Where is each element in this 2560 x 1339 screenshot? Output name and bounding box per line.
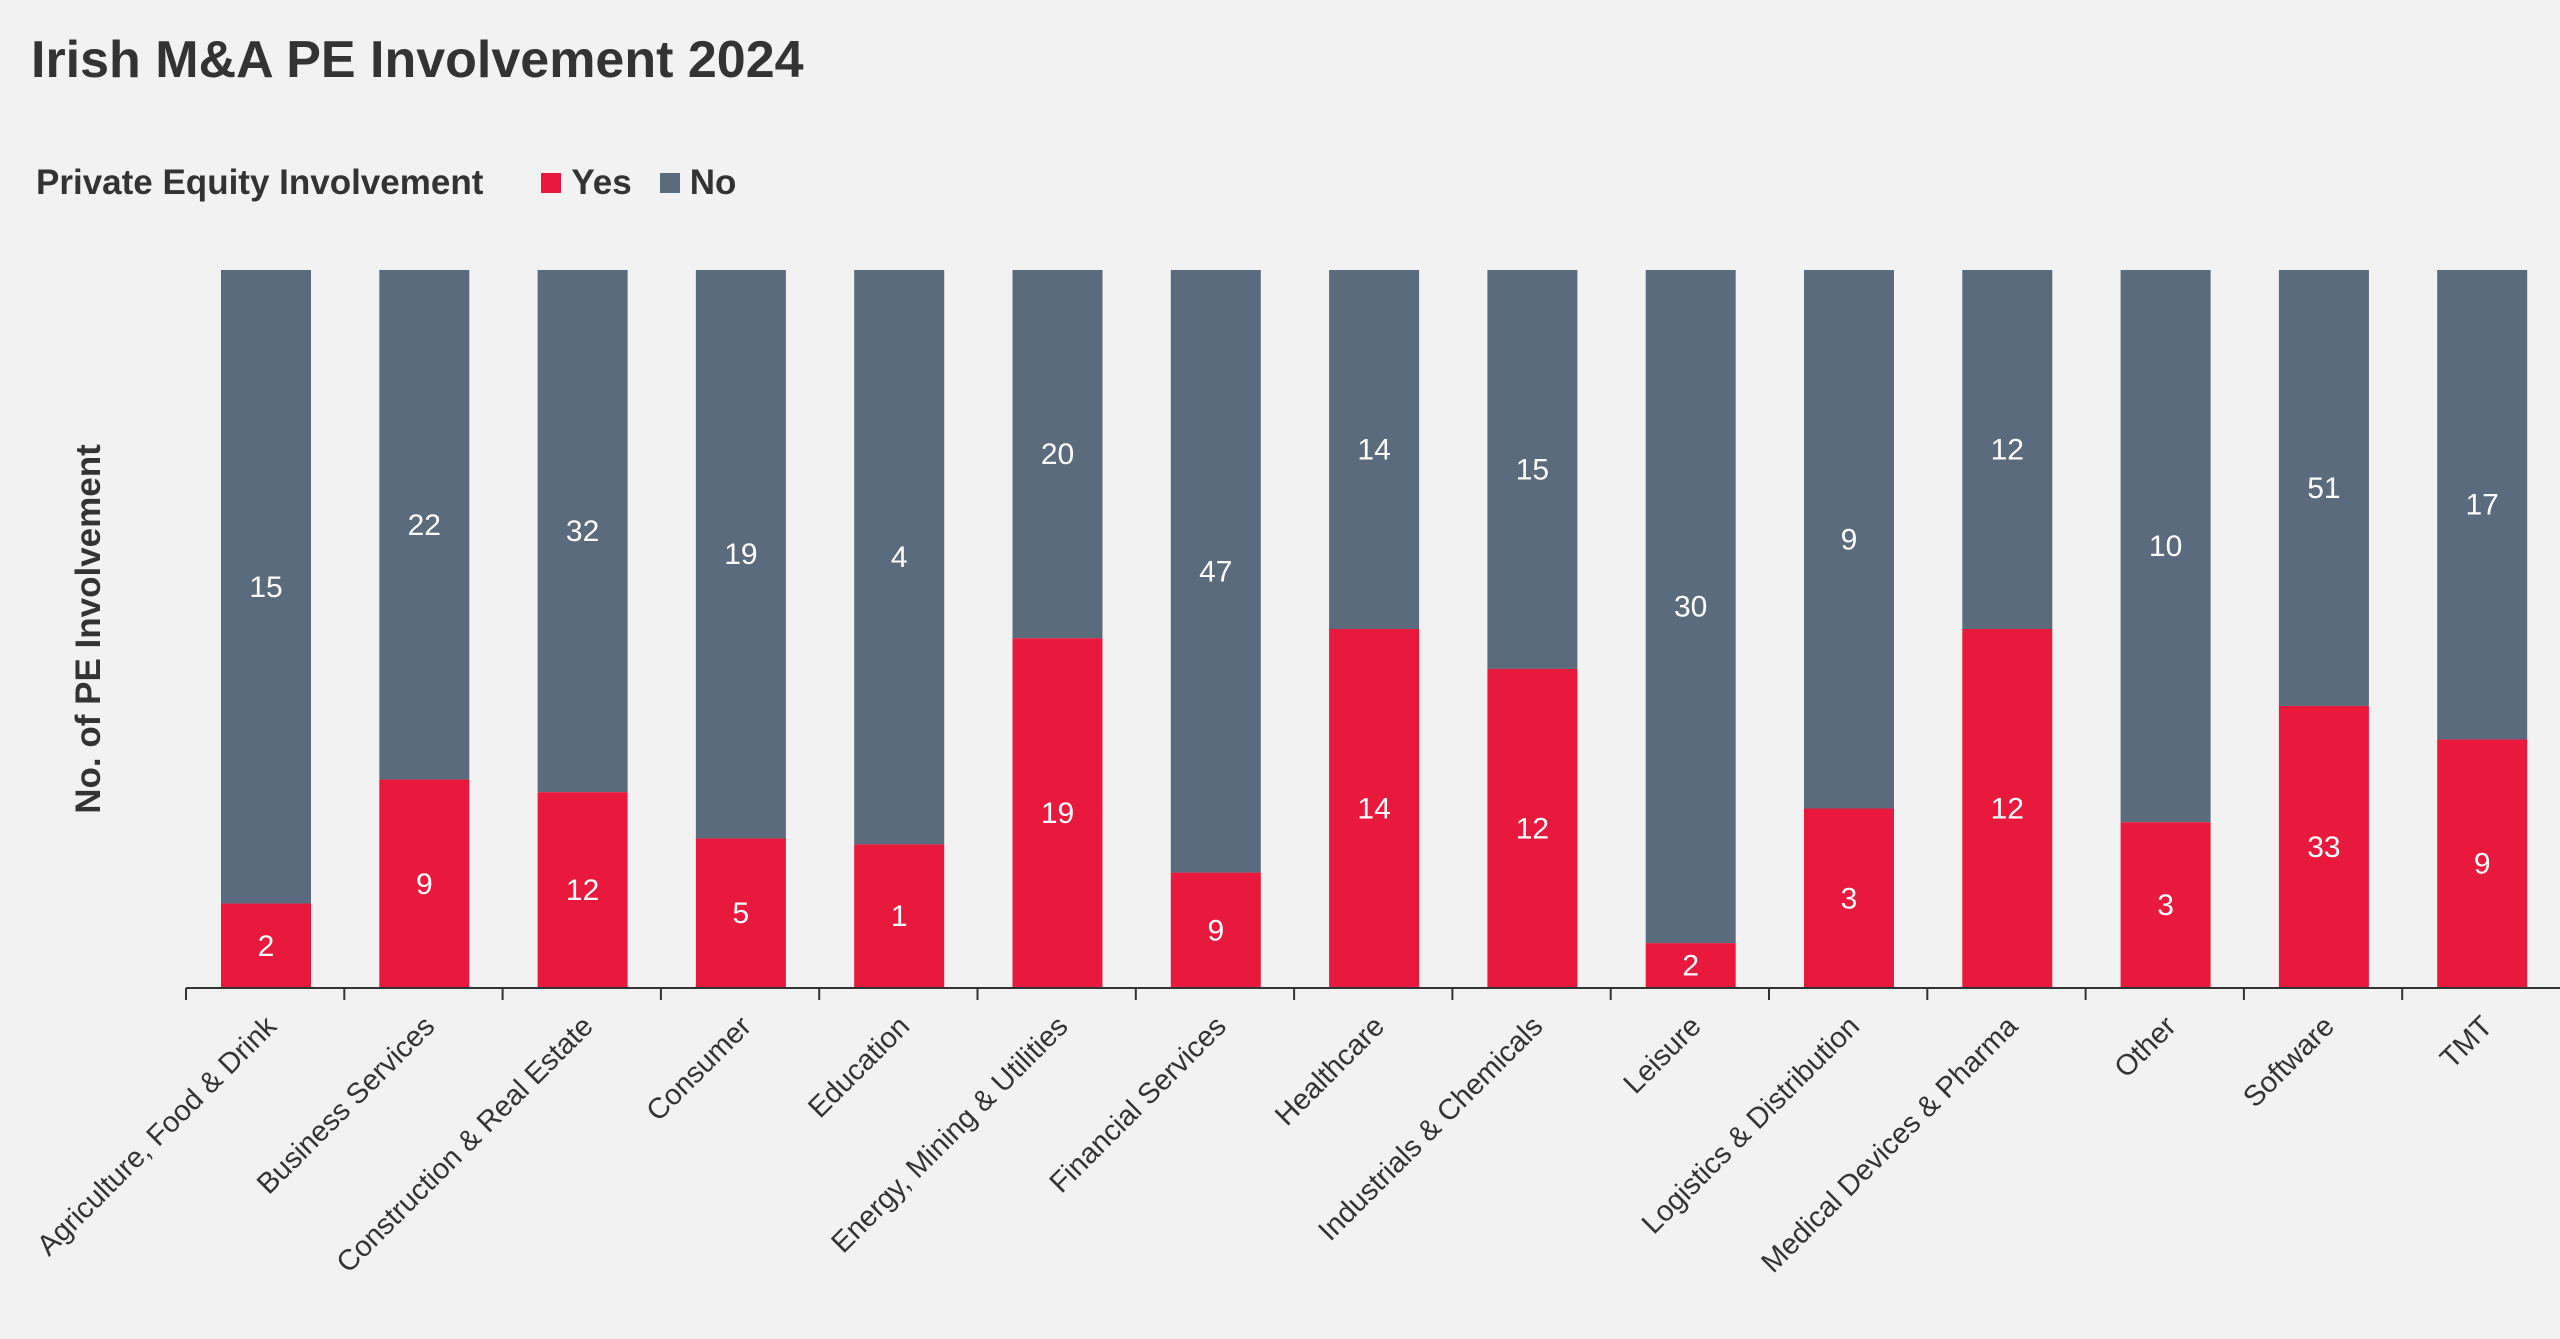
bar-yes-energy-mining-and-utilities [1012,638,1103,988]
bar-yes-financial-services [1170,872,1261,988]
data-label-yes-agriculture-food-and-drink: 2 [258,930,275,963]
data-label-yes-other: 3 [2157,889,2174,922]
data-label-no-industrials-and-chemicals: 15 [1516,453,1549,486]
bar-yes-leisure [1645,943,1736,988]
bar-yes-logistics-and-distribution [1804,808,1894,988]
bar-no-construction-and-real-estate [537,270,628,793]
bar-yes-medical-devices-and-pharma [1962,629,2053,988]
x-tick-label-software: Software [2237,1010,2341,1114]
x-tick-label-construction-and-real-estate: Construction & Real Estate [331,1010,600,1279]
bar-no-consumer [695,270,786,839]
x-tick-label-financial-services: Financial Services [1044,1010,1233,1199]
data-label-no-financial-services: 47 [1199,555,1232,588]
bar-yes-other [2120,822,2211,988]
bar-yes-healthcare [1329,629,1420,988]
bar-no-business-services [379,270,470,780]
bar-yes-business-services [379,779,470,988]
data-label-yes-software: 33 [2307,831,2340,864]
data-label-yes-financial-services: 9 [1207,914,1224,947]
data-label-no-software: 51 [2307,472,2340,505]
bar-yes-software [2278,705,2369,988]
bar-no-financial-services [1170,270,1261,873]
legend-label-no: No [689,163,737,202]
bar-no-education [854,270,945,845]
x-tick-label-medical-devices-and-pharma: Medical Devices & Pharma [1755,1010,2024,1279]
data-label-no-energy-mining-and-utilities: 20 [1041,438,1074,471]
legend-title: Private Equity Involvement [36,163,484,202]
data-label-no-healthcare: 14 [1357,434,1390,467]
x-tick-label-business-services: Business Services [251,1010,441,1200]
data-label-no-agriculture-food-and-drink: 15 [249,571,282,604]
data-label-no-other: 10 [2149,530,2182,563]
data-label-yes-logistics-and-distribution: 3 [1841,882,1858,915]
x-tick-label-agriculture-food-and-drink: Agriculture, Food & Drink [31,1010,283,1262]
bar-yes-tmt [2437,739,2528,988]
data-label-no-consumer: 19 [724,538,757,571]
data-label-no-construction-and-real-estate: 32 [566,515,599,548]
data-label-no-tmt: 17 [2466,489,2499,522]
bar-no-healthcare [1329,270,1420,629]
bar-yes-consumer [695,838,786,988]
data-label-yes-construction-and-real-estate: 12 [566,874,599,907]
data-label-yes-consumer: 5 [733,897,750,930]
data-label-yes-education: 1 [891,900,908,933]
bar-no-other [2120,270,2211,823]
bar-no-energy-mining-and-utilities [1012,270,1103,639]
bar-no-logistics-and-distribution [1804,270,1894,809]
bar-yes-industrials-and-chemicals [1487,668,1578,988]
data-label-yes-business-services: 9 [416,868,433,901]
data-label-yes-leisure: 2 [1682,950,1699,983]
x-tick-label-consumer: Consumer [641,1010,758,1127]
legend-label-yes: Yes [571,163,632,202]
data-label-no-business-services: 22 [408,509,441,542]
bar-no-industrials-and-chemicals [1487,270,1578,669]
data-label-no-medical-devices-and-pharma: 12 [1991,434,2024,467]
x-tick-label-education: Education [802,1010,916,1124]
x-tick-label-tmt: TMT [2434,1010,2499,1075]
bar-no-tmt [2437,270,2528,740]
data-label-yes-healthcare: 14 [1357,793,1390,826]
legend-item-yes: Yes [541,163,632,203]
x-tick-label-other: Other [2109,1010,2183,1084]
data-label-no-leisure: 30 [1674,591,1707,624]
data-label-yes-industrials-and-chemicals: 12 [1516,812,1549,845]
data-label-no-education: 4 [891,541,908,574]
x-tick-label-leisure: Leisure [1618,1010,1708,1100]
chart-title: Irish M&A PE Involvement 2024 [31,31,804,89]
bar-no-software [2278,270,2369,706]
bar-no-medical-devices-and-pharma [1962,270,2053,629]
bar-yes-agriculture-food-and-drink [221,903,311,988]
bar-no-leisure [1645,270,1736,944]
x-tick-label-healthcare: Healthcare [1269,1010,1391,1132]
data-label-no-logistics-and-distribution: 9 [1841,523,1858,556]
legend-swatch-no [659,173,680,193]
data-label-yes-medical-devices-and-pharma: 12 [1991,793,2024,826]
bar-yes-construction-and-real-estate [537,792,628,988]
data-label-yes-energy-mining-and-utilities: 19 [1041,797,1074,830]
data-label-yes-tmt: 9 [2474,848,2491,881]
legend: Private Equity Involvement Yes No [36,163,764,203]
legend-swatch-yes [541,173,562,193]
bar-no-agriculture-food-and-drink [221,270,311,904]
legend-item-no: No [659,163,737,203]
bar-yes-education [854,844,945,988]
y-axis-label: No. of PE Involvement [69,444,108,814]
